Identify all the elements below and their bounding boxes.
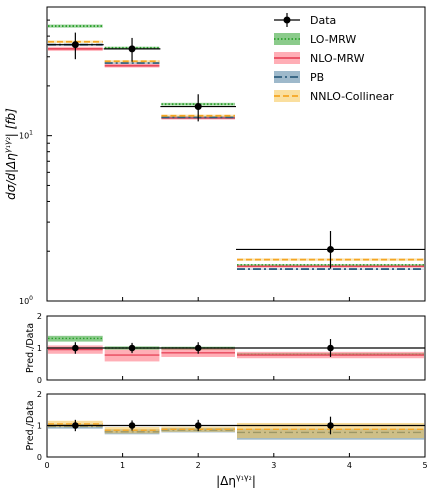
ratio2-panel-y-axis-label: Pred./Data bbox=[25, 400, 36, 450]
ratio-y-tick-label: 0 bbox=[37, 453, 42, 462]
ratio-y-tick-label: 1 bbox=[37, 344, 42, 353]
legend-label-lo-mrw: LO-MRW bbox=[310, 33, 356, 46]
legend-data-marker bbox=[283, 16, 291, 24]
ratio-point-0 bbox=[72, 422, 79, 429]
ratio-point-3 bbox=[327, 422, 334, 429]
legend-band-lo-mrw bbox=[274, 33, 300, 45]
ratio-y-tick-label: 2 bbox=[37, 312, 42, 321]
x-tick-label: 2 bbox=[196, 461, 201, 470]
ratio-y-tick-label: 1 bbox=[37, 422, 42, 431]
data-point-1 bbox=[128, 45, 136, 53]
ratio-point-3 bbox=[327, 344, 334, 352]
x-tick-label: 5 bbox=[422, 461, 427, 470]
y-tick-label: 101 bbox=[19, 130, 33, 141]
x-tick-label: 4 bbox=[347, 461, 352, 470]
data-point-2 bbox=[194, 103, 202, 111]
ratio-point-1 bbox=[128, 344, 136, 352]
y-tick-label: 100 bbox=[19, 295, 33, 306]
x-tick-label: 3 bbox=[271, 461, 276, 470]
legend-label-pb: PB bbox=[310, 71, 324, 84]
ratio1-panel-y-axis-label: Pred./Data bbox=[25, 323, 36, 373]
ratio-y-tick-label: 0 bbox=[37, 376, 42, 385]
legend-label-nnlo-collinear: NNLO-Collinear bbox=[310, 90, 394, 103]
x-tick-label: 0 bbox=[44, 461, 49, 470]
legend: Data LO-MRW NLO-MRW PB NNLO-Collinear bbox=[274, 13, 394, 103]
main-axes-frame bbox=[46, 6, 426, 302]
ratio-point-1 bbox=[128, 422, 136, 429]
band-pb-3 bbox=[237, 268, 424, 270]
ratio-point-0 bbox=[72, 344, 79, 352]
band-lo-mrw-0 bbox=[48, 24, 103, 28]
data-point-3 bbox=[327, 245, 334, 253]
main-y-axis-label: dσ/d|Δηγ₁γ₂| [fb] bbox=[3, 108, 18, 200]
ratio-panel-pb: 0 1 2 0 1 2 3 4 5 |Δηγ₁γ₂| Pred./Data bbox=[25, 390, 428, 488]
data-point-0 bbox=[71, 41, 79, 49]
x-axis-label: |Δηγ₁γ₂| bbox=[216, 473, 256, 488]
ratio-y-tick-label: 2 bbox=[37, 390, 42, 399]
legend-label-nlo-mrw: NLO-MRW bbox=[310, 52, 365, 65]
legend-label-data: Data bbox=[310, 14, 336, 27]
ratio-point-2 bbox=[194, 422, 202, 429]
ratio-point-2 bbox=[194, 344, 202, 352]
x-tick-label: 1 bbox=[120, 461, 125, 470]
ratio-band-lo-mrw-0 bbox=[48, 335, 103, 342]
